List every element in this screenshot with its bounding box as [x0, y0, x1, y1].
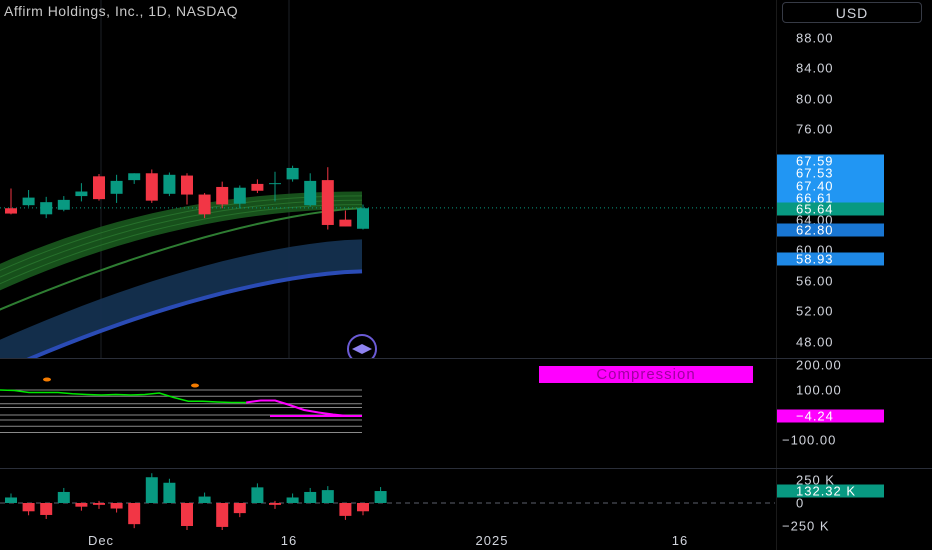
volume-bar	[321, 490, 334, 503]
volume-chart[interactable]	[0, 470, 775, 530]
volume-bar	[57, 491, 70, 503]
oscillator-line-compression	[246, 399, 362, 417]
candle	[145, 173, 158, 201]
candle	[216, 186, 229, 205]
oscillator-tick: −100.00	[782, 432, 837, 448]
price-tick: 52.00	[796, 303, 834, 319]
volume-bar	[374, 491, 387, 503]
volume-bar	[181, 503, 193, 526]
candle	[181, 175, 193, 195]
volume-bar	[216, 503, 229, 527]
price-tick: 56.00	[796, 273, 834, 289]
candle	[269, 183, 281, 185]
price-tick: 76.00	[796, 121, 834, 137]
price-tag: 62.80	[777, 223, 884, 237]
price-tick: 48.00	[796, 334, 834, 350]
volume-bar	[339, 503, 352, 516]
price-tag: 66.61	[777, 191, 884, 205]
currency-button[interactable]: USD	[782, 2, 922, 23]
candle	[22, 197, 35, 206]
time-label: 16	[671, 533, 689, 548]
candle	[233, 187, 246, 204]
compression-badge: Compression	[539, 366, 753, 383]
volume-bar	[128, 503, 141, 525]
price-tick: 84.00	[796, 60, 834, 76]
candle	[251, 183, 264, 191]
candle	[93, 176, 105, 200]
candle	[286, 167, 299, 180]
ema-band	[0, 239, 362, 358]
volume-bar	[357, 503, 369, 512]
volume-bar	[251, 487, 264, 503]
candle	[75, 191, 88, 197]
price-chart[interactable]	[0, 0, 775, 358]
last-price-tag: 65.64	[777, 202, 884, 216]
axis-separator	[776, 0, 777, 550]
price-tag: 58.93	[777, 252, 884, 266]
volume-bar	[22, 503, 35, 512]
volume-bar	[304, 491, 317, 503]
time-label: 2025	[475, 533, 509, 548]
candle	[304, 180, 317, 206]
volume-bar	[145, 477, 158, 503]
time-label: 16	[280, 533, 298, 548]
price-tick: 80.00	[796, 91, 834, 107]
price-tag: 67.59	[777, 154, 884, 168]
pane-divider[interactable]	[0, 358, 932, 359]
slow-ema-line	[0, 207, 363, 311]
ema-line	[0, 199, 363, 278]
candle	[357, 208, 369, 229]
volume-bar	[40, 503, 53, 515]
oscillator-marker	[191, 383, 199, 388]
candle	[5, 208, 17, 214]
candle	[40, 202, 53, 215]
oscillator-line	[0, 389, 247, 404]
candle	[198, 194, 211, 215]
ema-line	[0, 204, 363, 285]
price-tag: 67.53	[777, 166, 884, 180]
chart-title: Affirm Holdings, Inc., 1D, NASDAQ	[4, 3, 239, 19]
time-label: Dec	[87, 533, 115, 548]
volume-tick: 0	[796, 495, 805, 511]
candle	[128, 173, 141, 181]
oscillator-tick: 200.00	[796, 357, 842, 373]
volume-bar	[233, 503, 246, 514]
candle	[57, 199, 70, 210]
indicator-icon	[347, 334, 377, 358]
oscillator-marker	[43, 377, 51, 382]
ema-band-edge	[26, 269, 363, 358]
candle	[339, 219, 352, 227]
candle	[163, 174, 176, 194]
candle	[321, 180, 334, 225]
volume-tick: 250 K	[796, 472, 835, 488]
volume-value-tag: 132.32 K	[777, 484, 884, 498]
price-pane[interactable]: Affirm Holdings, Inc., 1D, NASDAQ	[0, 0, 775, 358]
price-tick: 88.00	[796, 30, 834, 46]
oscillator-tick: 100.00	[796, 382, 842, 398]
price-tag: 67.40	[777, 179, 884, 193]
oscillator-pane[interactable]	[0, 360, 775, 468]
oscillator-chart[interactable]	[0, 360, 775, 468]
pane-divider[interactable]	[0, 468, 932, 469]
volume-tick: −250 K	[782, 518, 830, 534]
indicator-icon-glyph	[352, 344, 372, 354]
oscillator-value-tag: −4.24	[777, 409, 884, 423]
volume-bar	[163, 482, 176, 503]
ema-line	[0, 195, 363, 272]
candle	[110, 180, 123, 194]
volume-pane[interactable]	[0, 470, 775, 530]
